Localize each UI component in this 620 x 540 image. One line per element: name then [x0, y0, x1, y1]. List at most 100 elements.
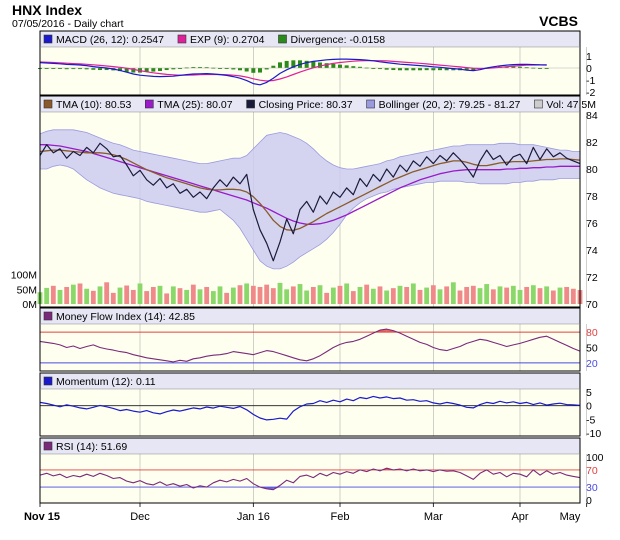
volume-tick-label: 100M: [11, 270, 37, 282]
volume-bar: [437, 289, 443, 304]
y-tick-label: 72: [586, 272, 598, 284]
volume-bar: [150, 286, 156, 304]
volume-bar: [290, 286, 296, 304]
closing-price-line: [39, 142, 581, 262]
legend-strip: [40, 96, 580, 112]
divergence-bar: [178, 68, 182, 69]
volume-bar: [257, 286, 263, 304]
legend-swatch: [534, 99, 543, 109]
legend-swatch: [366, 99, 375, 109]
volume-bar: [70, 284, 76, 304]
y-tick-label: 20: [586, 358, 598, 370]
divergence-bar: [471, 68, 476, 71]
legend-label: Money Flow Index (14): 42.85: [56, 311, 195, 323]
tma10-line: [39, 149, 581, 232]
y-tick-label: -5: [586, 414, 595, 426]
divergence-bar: [224, 68, 229, 69]
y-tick-label: 100: [586, 452, 604, 464]
rsi-line: [39, 467, 581, 491]
y-tick-label: 76: [586, 218, 598, 230]
divergence-bar: [411, 68, 416, 71]
volume-bar: [470, 285, 476, 304]
divergence-bar: [358, 66, 362, 68]
divergence-bar: [124, 68, 129, 72]
legend-strip: [40, 438, 580, 454]
y-tick-label: 0: [586, 401, 592, 413]
volume-bar: [457, 290, 463, 304]
divergence-bar: [344, 65, 349, 68]
legend-label: Bollinger (20, 2): 79.25 - 81.27: [379, 99, 521, 111]
volume-bar: [564, 286, 570, 304]
volume-bar: [204, 286, 210, 304]
legend-label: Divergence: -0.0158: [291, 34, 386, 46]
volume-bar: [117, 287, 123, 304]
divergence-bar: [418, 68, 422, 71]
volume-bar: [190, 284, 196, 304]
exp-line: [39, 59, 547, 82]
volume-bar: [177, 288, 183, 304]
legend-label: EXP (9): 0.2704: [190, 34, 265, 46]
divergence-bar: [398, 68, 402, 71]
legend-swatch: [177, 34, 187, 44]
divergence-bar: [44, 68, 49, 69]
divergence-bar: [151, 68, 156, 72]
x-tick-label: Feb: [331, 511, 350, 523]
volume-bar: [537, 288, 543, 304]
tma25-line: [40, 144, 580, 225]
legend-swatch: [43, 376, 53, 386]
divergence-bar: [238, 68, 242, 71]
volume-bar: [244, 283, 250, 304]
divergence-bar: [284, 60, 289, 68]
volume-bar: [544, 286, 550, 304]
divergence-bar: [391, 68, 396, 71]
divergence-bar: [198, 67, 202, 69]
x-tick-label: Apr: [511, 511, 528, 523]
legend-label: MACD (26, 12): 0.2547: [56, 34, 164, 46]
volume-bar: [310, 286, 316, 304]
divergence-bar: [431, 68, 436, 71]
divergence-bar: [404, 68, 409, 71]
x-tick-label: Jan 16: [237, 511, 270, 523]
panel-momentum: Momentum (12): 0.11 5 0-5 -10: [39, 372, 601, 440]
divergence-bar: [64, 68, 69, 70]
y-tick-label: 82: [586, 137, 598, 149]
legend-swatch: [43, 441, 53, 451]
legend-label: Momentum (12): 0.11: [56, 376, 156, 388]
divergence-bar: [78, 68, 82, 70]
volume-bar: [64, 286, 70, 304]
divergence-bar: [244, 68, 249, 72]
panel-mfi: Money Flow Index (14): 42.85 80 50 20: [39, 307, 598, 372]
volume-bar: [477, 288, 483, 304]
volume-bar: [264, 284, 270, 304]
volume-bar: [270, 288, 276, 304]
macd-line: [39, 58, 547, 86]
y-tick-label: 30: [586, 482, 598, 494]
y-tick-label: 70: [586, 465, 598, 477]
volume-bar: [484, 284, 490, 304]
divergence-bar: [218, 68, 222, 69]
legend-swatch: [246, 99, 255, 109]
y-tick-label: 1: [586, 51, 592, 63]
momentum-line: [39, 395, 581, 421]
divergence-bar: [371, 68, 376, 69]
volume-bar: [317, 285, 323, 304]
oversold-fill: [273, 487, 280, 490]
divergence-bar: [251, 68, 256, 73]
volume-bar: [324, 292, 330, 304]
chart-title: HNX Index: [12, 2, 82, 18]
chart-subtitle: 07/05/2016 - Daily chart: [12, 18, 124, 30]
divergence-bar: [131, 68, 136, 73]
panel-frame: [39, 437, 581, 504]
divergence-bar: [304, 60, 309, 68]
divergence-bar: [258, 68, 262, 73]
divergence-bar: [118, 68, 122, 72]
divergence-bar: [318, 62, 322, 68]
divergence-bar: [524, 67, 529, 69]
legend-swatch: [43, 99, 53, 109]
volume-tick-label: 50M: [17, 284, 37, 296]
y-tick-label: 0: [586, 63, 592, 75]
divergence-bar: [378, 68, 382, 70]
panel-macd: MACD (26, 12): 0.2547 EXP (9): 0.2704 Dive…: [38, 30, 595, 99]
